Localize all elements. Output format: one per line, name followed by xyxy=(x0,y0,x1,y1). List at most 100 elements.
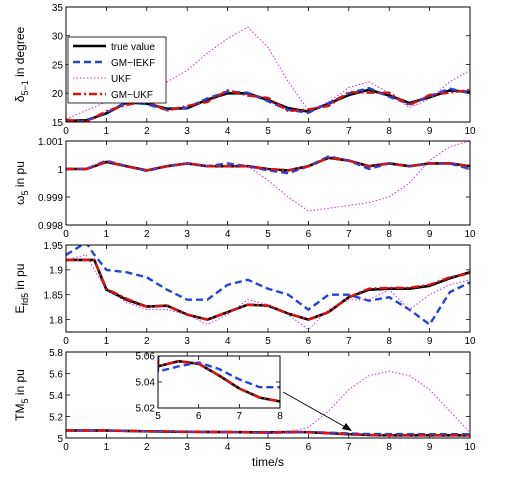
inset-x-tick-label: 5 xyxy=(155,411,161,422)
panel-tm-y-tick-label: 5 xyxy=(57,434,63,445)
panel-omega-series-ukf xyxy=(66,141,470,212)
panel-tm-series-ukf xyxy=(66,370,470,433)
y-label-subscript: 5 xyxy=(20,399,30,404)
panel-omega-x-tick-label: 8 xyxy=(386,229,392,240)
panel-tm-x-tick-label: 1 xyxy=(104,442,110,453)
panel-tm-series-gmukf xyxy=(66,429,470,437)
y-label-rest: in pu xyxy=(13,369,27,398)
panel-omega-y-tick-label: 0.999 xyxy=(38,193,63,204)
y-label-rest: in pu xyxy=(13,264,27,293)
panel-delta-x-tick-label: 2 xyxy=(144,126,150,137)
panel-delta-series-gmukf xyxy=(66,88,470,122)
panel-delta-series-ukf xyxy=(66,26,470,120)
panel-eqd-y-tick-label: 1.9 xyxy=(49,266,63,277)
inset-arrow-head xyxy=(342,423,352,431)
inset-y-tick-label: 5.04 xyxy=(136,378,156,389)
panel-omega-x-tick-label: 5 xyxy=(265,229,271,240)
panel-omega-x-tick-label: 10 xyxy=(464,229,476,240)
legend-label: GM−IEKF xyxy=(111,58,155,69)
panel-delta-x-tick-label: 0 xyxy=(63,126,69,137)
inset-x-tick-label: 7 xyxy=(237,411,243,422)
panel-omega-x-tick-label: 9 xyxy=(427,229,433,240)
panel-tm-y-tick-label: 5.8 xyxy=(49,348,63,359)
panel-eqd-x-tick-label: 1 xyxy=(104,336,110,347)
panel-eqd-x-tick-label: 7 xyxy=(346,336,352,347)
panel-omega-x-tick-label: 4 xyxy=(225,229,231,240)
x-axis-label: time/s xyxy=(252,455,284,469)
inset-series-gmukf xyxy=(158,356,280,403)
panel-tm-frame xyxy=(65,351,471,439)
panel-omega-y-tick-label: 0.998 xyxy=(38,221,63,232)
panel-eqd-y-tick-label: 1.95 xyxy=(44,241,64,252)
panel-delta-y-axis-label: δ5−1 in degree xyxy=(13,27,30,103)
panel-omega-x-tick-label: 6 xyxy=(306,229,312,240)
inset-series-gmiekf xyxy=(158,356,280,389)
inset-y-tick-label: 5.02 xyxy=(136,404,156,415)
panel-delta-x-tick-label: 10 xyxy=(464,126,476,137)
panel-delta-y-tick-label: 15 xyxy=(52,118,64,129)
panel-tm-y-tick-label: 5.4 xyxy=(49,391,63,402)
panel-eqd-x-tick-label: 8 xyxy=(386,336,392,347)
panel-delta-x-tick-label: 8 xyxy=(386,126,392,137)
panel-eqd-x-tick-label: 4 xyxy=(225,336,231,347)
panel-tm-x-tick-label: 3 xyxy=(184,442,190,453)
panel-tm-x-tick-label: 6 xyxy=(306,442,312,453)
panel-tm-x-tick-label: 10 xyxy=(464,442,476,453)
panel-delta-x-tick-label: 4 xyxy=(225,126,231,137)
panel-eqd-x-tick-label: 0 xyxy=(63,336,69,347)
panel-eqd-x-tick-label: 3 xyxy=(184,336,190,347)
panel-omega-x-tick-label: 1 xyxy=(104,229,110,240)
panel-tm-y-axis-label: TM5 in pu xyxy=(13,369,30,421)
panel-eqd-x-tick-label: 2 xyxy=(144,336,150,347)
panel-eqd-frame xyxy=(65,244,471,333)
panel-tm-series-gmiekf xyxy=(66,429,470,436)
y-label-subscript: 5 xyxy=(20,190,30,195)
panel-delta-x-tick-label: 7 xyxy=(346,126,352,137)
y-label-rest: in degree xyxy=(13,27,27,81)
panel-delta-x-tick-label: 9 xyxy=(427,126,433,137)
panel-delta-y-tick-label: 30 xyxy=(52,32,64,43)
legend-label: true value xyxy=(111,42,155,53)
y-label-main: ω xyxy=(13,196,27,205)
panel-tm-x-tick-label: 9 xyxy=(427,442,433,453)
panel-omega-plot-area xyxy=(66,141,470,225)
panel-delta-x-tick-label: 6 xyxy=(306,126,312,137)
legend-box xyxy=(67,36,167,104)
panel-tm-x-tick-label: 2 xyxy=(144,442,150,453)
panel-delta-y-tick-label: 35 xyxy=(52,3,64,14)
inset-plot-area xyxy=(158,356,280,408)
inset-arrow-line xyxy=(282,391,348,429)
inset-y-tick-label: 5.06 xyxy=(136,352,156,363)
panel-eqd-x-tick-label: 9 xyxy=(427,336,433,347)
inset-x-tick-label: 6 xyxy=(196,411,202,422)
panel-omega-y-tick-label: 1.001 xyxy=(38,137,63,148)
panel-eqd-y-tick-label: 1.85 xyxy=(44,291,64,302)
panel-eqd-x-tick-label: 6 xyxy=(306,336,312,347)
panel-omega-frame xyxy=(65,140,471,226)
y-label-main: δ xyxy=(13,95,27,102)
panel-delta-x-tick-label: 1 xyxy=(104,126,110,137)
panel-tm-y-tick-label: 5.6 xyxy=(49,369,63,380)
inset-x-tick-label: 8 xyxy=(277,411,283,422)
panel-delta-x-tick-label: 5 xyxy=(265,126,271,137)
panel-eqd-series-ukf xyxy=(66,254,470,330)
panel-eqd-y-tick-label: 1.8 xyxy=(49,315,63,326)
panel-omega-y-tick-label: 1 xyxy=(57,165,63,176)
panel-omega-x-tick-label: 0 xyxy=(63,229,69,240)
panel-tm-x-tick-label: 7 xyxy=(346,442,352,453)
panel-delta-y-tick-label: 20 xyxy=(52,89,64,100)
panel-eqd-series-gmiekf xyxy=(66,245,470,326)
legend-label: UKF xyxy=(111,74,131,85)
panel-eqd-x-tick-label: 10 xyxy=(464,336,476,347)
panel-eqd-x-tick-label: 5 xyxy=(265,336,271,347)
panel-tm-x-tick-label: 4 xyxy=(225,442,231,453)
panel-delta-frame xyxy=(65,6,471,123)
y-label-subscript: 5−1 xyxy=(20,80,30,95)
panel-tm-y-tick-label: 5.2 xyxy=(49,412,63,423)
panel-omega-series-gmukf xyxy=(66,156,470,172)
panel-delta-y-tick-label: 25 xyxy=(52,60,64,71)
panel-omega-y-axis-label: ω5 in pu xyxy=(13,161,30,205)
panel-omega-x-tick-label: 2 xyxy=(144,229,150,240)
y-label-subscript: fd5 xyxy=(20,293,30,306)
